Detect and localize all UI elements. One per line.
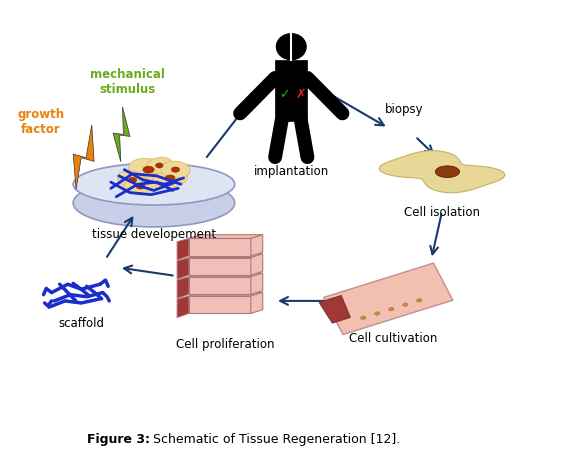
Text: Cell cultivation: Cell cultivation xyxy=(350,332,438,345)
Ellipse shape xyxy=(73,179,234,227)
Polygon shape xyxy=(189,238,251,256)
Polygon shape xyxy=(324,263,453,334)
Text: Cell proliferation: Cell proliferation xyxy=(176,338,274,350)
Ellipse shape xyxy=(403,303,408,306)
Polygon shape xyxy=(113,107,130,162)
Text: ✓: ✓ xyxy=(279,88,290,101)
Text: biopsy: biopsy xyxy=(385,103,424,116)
Ellipse shape xyxy=(73,164,234,205)
Polygon shape xyxy=(189,292,263,296)
Polygon shape xyxy=(177,238,189,260)
Text: mechanical
stimulus: mechanical stimulus xyxy=(90,68,164,96)
Ellipse shape xyxy=(155,163,163,168)
Text: Schematic of Tissue Regeneration [12].: Schematic of Tissue Regeneration [12]. xyxy=(149,433,400,446)
Text: growth
factor: growth factor xyxy=(17,108,65,136)
Text: tissue developement: tissue developement xyxy=(92,228,216,241)
Polygon shape xyxy=(189,254,263,257)
Text: implantation: implantation xyxy=(254,165,329,179)
Ellipse shape xyxy=(361,316,366,320)
Ellipse shape xyxy=(128,158,168,181)
Ellipse shape xyxy=(125,178,157,195)
Polygon shape xyxy=(73,125,94,189)
Ellipse shape xyxy=(161,161,190,178)
Ellipse shape xyxy=(165,175,175,181)
FancyBboxPatch shape xyxy=(275,60,307,121)
Polygon shape xyxy=(189,257,251,275)
Ellipse shape xyxy=(136,184,145,189)
Polygon shape xyxy=(379,151,505,193)
Ellipse shape xyxy=(417,299,422,302)
Ellipse shape xyxy=(146,157,172,174)
Ellipse shape xyxy=(117,171,148,189)
Polygon shape xyxy=(189,273,263,277)
Ellipse shape xyxy=(277,34,306,60)
Polygon shape xyxy=(177,257,189,279)
Polygon shape xyxy=(189,234,263,238)
Ellipse shape xyxy=(375,312,380,315)
Text: ✗: ✗ xyxy=(296,88,306,101)
Polygon shape xyxy=(177,277,189,299)
Polygon shape xyxy=(251,292,263,313)
Polygon shape xyxy=(189,277,251,294)
Ellipse shape xyxy=(171,167,180,172)
Text: Cell isolation: Cell isolation xyxy=(404,206,480,219)
Ellipse shape xyxy=(143,166,154,173)
Polygon shape xyxy=(251,273,263,294)
Polygon shape xyxy=(177,296,189,317)
Polygon shape xyxy=(319,295,350,323)
Ellipse shape xyxy=(153,169,187,187)
Ellipse shape xyxy=(389,307,394,311)
Polygon shape xyxy=(189,296,251,313)
Ellipse shape xyxy=(435,166,459,178)
Text: scaffold: scaffold xyxy=(58,317,104,330)
Polygon shape xyxy=(251,254,263,275)
Ellipse shape xyxy=(128,177,137,183)
Text: Figure 3:: Figure 3: xyxy=(87,433,150,446)
Polygon shape xyxy=(251,234,263,256)
